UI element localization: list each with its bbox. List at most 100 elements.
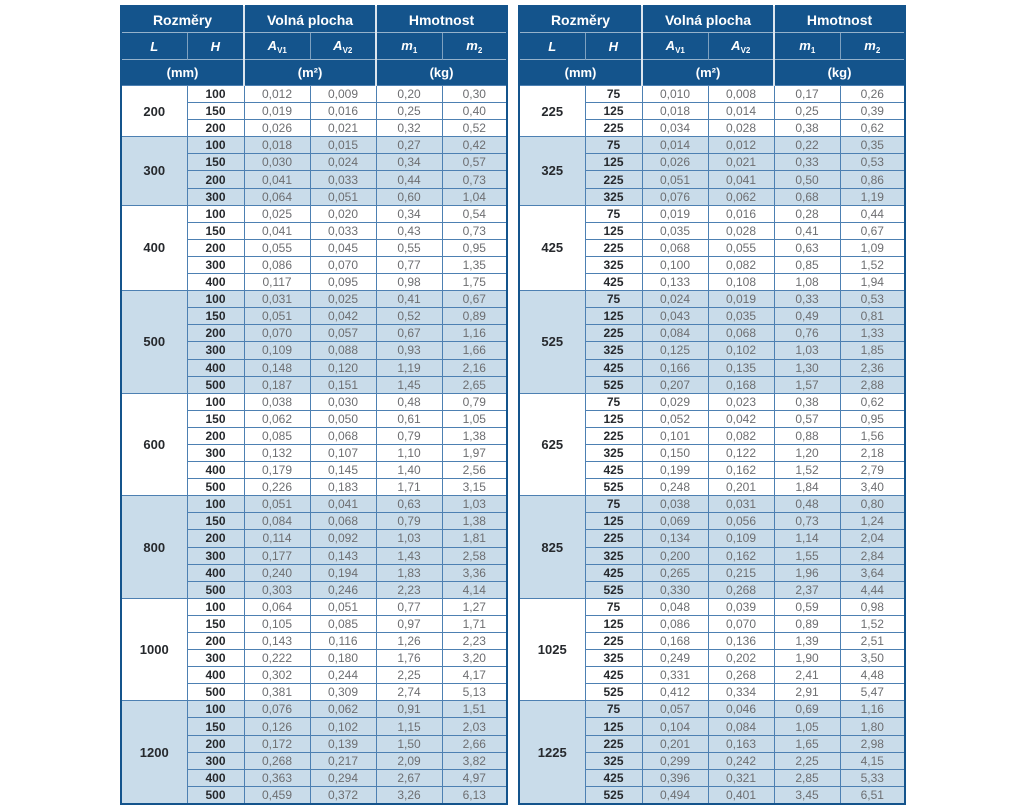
m2-value-cell: 0,44 <box>839 204 906 223</box>
av1-value-cell: 0,299 <box>641 751 709 770</box>
m1-value-cell: 0,20 <box>375 84 443 104</box>
m2-value-cell: 5,47 <box>839 683 906 702</box>
h-value-cell: 225 <box>584 734 643 753</box>
m2-value-cell: 1,27 <box>441 597 508 616</box>
m1-value-cell: 1,84 <box>773 478 841 497</box>
av1-value-cell: 0,249 <box>641 649 709 668</box>
table-row: 125 0,035 0,028 0,41 0,67 <box>519 221 906 240</box>
m1-value-cell: 0,33 <box>773 290 841 309</box>
h-value-cell: 425 <box>584 461 643 480</box>
av1-value-cell: 0,187 <box>243 375 311 394</box>
m2-value-cell: 1,05 <box>441 409 508 428</box>
av1-value-cell: 0,051 <box>243 307 311 326</box>
m1-value-cell: 0,41 <box>773 221 841 240</box>
m2-value-cell: 0,53 <box>839 290 906 309</box>
m2-value-cell: 2,36 <box>839 358 906 377</box>
m1-value-cell: 0,48 <box>773 495 841 514</box>
av2-value-cell: 0,019 <box>707 290 775 309</box>
spec-table-left: Rozměry Volná plocha Hmotnost L H AV1 AV… <box>120 5 509 805</box>
h-value-cell: 75 <box>584 290 643 309</box>
m1-value-cell: 2,25 <box>375 666 443 685</box>
av1-value-cell: 0,172 <box>243 734 311 753</box>
m2-value-cell: 2,98 <box>839 734 906 753</box>
l-value-cell: 500 <box>120 290 188 394</box>
av1-value-cell: 0,018 <box>243 136 311 155</box>
h-value-cell: 150 <box>186 102 245 121</box>
m2-value-cell: 2,88 <box>839 375 906 394</box>
h-value-cell: 75 <box>584 700 643 719</box>
table-row: 200 0,143 0,116 1,26 2,23 <box>121 631 508 651</box>
m2-value-cell: 0,53 <box>839 153 906 172</box>
m2-value-cell: 4,17 <box>441 666 508 685</box>
h-value-cell: 300 <box>186 255 245 275</box>
av1-value-cell: 0,412 <box>641 683 709 702</box>
l-value-cell: 225 <box>518 84 586 138</box>
m1-value-cell: 0,88 <box>773 426 841 445</box>
av2-value-cell: 0,107 <box>309 443 377 463</box>
h-value-cell: 325 <box>584 187 643 206</box>
av2-value-cell: 0,062 <box>309 700 377 719</box>
m2-value-cell: 0,42 <box>441 136 508 155</box>
table-row: 200 0,070 0,057 0,67 1,16 <box>121 324 508 343</box>
m2-value-cell: 2,66 <box>441 734 508 753</box>
h-value-cell: 300 <box>186 649 245 668</box>
table-row: 300 0,086 0,070 0,77 1,35 <box>121 255 508 275</box>
av1-value-cell: 0,117 <box>243 273 311 292</box>
m2-value-cell: 3,15 <box>441 478 508 497</box>
table-row: 825 75 0,038 0,031 0,48 0,80 <box>518 495 906 599</box>
av2-value-cell: 0,025 <box>309 290 377 309</box>
av1-value-cell: 0,459 <box>243 785 311 805</box>
m2-value-cell: 0,39 <box>839 102 906 121</box>
m2-value-cell: 1,09 <box>839 238 906 257</box>
h-value-cell: 225 <box>584 170 643 189</box>
av1-value-cell: 0,076 <box>243 700 311 719</box>
h-value-cell: 325 <box>584 546 643 565</box>
av1-value-cell: 0,064 <box>243 187 311 206</box>
h-value-cell: 300 <box>186 546 245 565</box>
h-value-cell: 400 <box>186 768 245 787</box>
av1-value-cell: 0,125 <box>641 341 709 360</box>
m2-value-cell: 1,52 <box>839 255 906 275</box>
av2-value-cell: 0,143 <box>309 546 377 565</box>
m1-value-cell: 3,26 <box>375 785 443 805</box>
av1-value-cell: 0,104 <box>641 717 709 736</box>
h-value-cell: 200 <box>186 119 245 138</box>
h-value-cell: 100 <box>186 204 245 223</box>
h-value-cell: 500 <box>186 683 245 702</box>
m2-value-cell: 6,13 <box>441 785 508 805</box>
h-value-cell: 100 <box>186 136 245 155</box>
m2-value-cell: 2,23 <box>441 631 508 651</box>
av2-value-cell: 0,108 <box>707 273 775 292</box>
l-value-cell: 1025 <box>518 597 586 702</box>
av1-value-cell: 0,012 <box>243 84 311 104</box>
m1-value-cell: 0,48 <box>375 392 443 411</box>
h-value-cell: 325 <box>584 255 643 275</box>
table-row: 150 0,105 0,085 0,97 1,71 <box>121 614 508 634</box>
h-value-cell: 125 <box>584 717 643 736</box>
av1-value-cell: 0,168 <box>641 631 709 651</box>
av1-value-cell: 0,038 <box>641 495 709 514</box>
h-value-cell: 300 <box>186 341 245 360</box>
m1-value-cell: 0,57 <box>773 409 841 428</box>
m1-value-cell: 1,55 <box>773 546 841 565</box>
av1-value-cell: 0,143 <box>243 631 311 651</box>
m2-value-cell: 1,16 <box>441 324 508 343</box>
h-value-cell: 325 <box>584 443 643 463</box>
av1-value-cell: 0,363 <box>243 768 311 787</box>
m1-value-cell: 1,40 <box>375 461 443 480</box>
m1-value-cell: 0,25 <box>773 102 841 121</box>
h-value-cell: 125 <box>584 409 643 428</box>
header-free-area: Volná plocha <box>243 6 377 33</box>
h-value-cell: 75 <box>584 204 643 223</box>
av2-value-cell: 0,012 <box>707 136 775 155</box>
h-value-cell: 200 <box>186 734 245 753</box>
table-row: 150 0,051 0,042 0,52 0,89 <box>121 307 508 326</box>
av2-value-cell: 0,139 <box>309 734 377 753</box>
av1-value-cell: 0,069 <box>641 512 709 531</box>
table-row: 425 0,166 0,135 1,30 2,36 <box>519 358 906 377</box>
av2-value-cell: 0,041 <box>707 170 775 189</box>
table-row: 525 75 0,024 0,019 0,33 0,53 <box>518 290 906 394</box>
m2-value-cell: 1,38 <box>441 512 508 531</box>
m2-value-cell: 0,26 <box>839 84 906 104</box>
h-value-cell: 100 <box>186 290 245 309</box>
